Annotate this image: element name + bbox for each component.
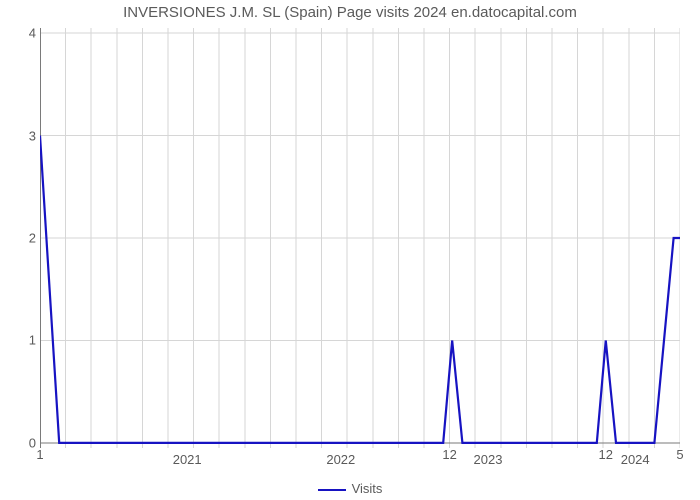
bottom-tick-label: 12 xyxy=(442,447,456,462)
y-tick-label: 0 xyxy=(29,435,36,450)
y-tick-label: 1 xyxy=(29,333,36,348)
chart-container: { "chart": { "type": "line", "title": "I… xyxy=(0,0,700,500)
x-tick-label: 2024 xyxy=(621,452,650,467)
bottom-tick-label: 12 xyxy=(599,447,613,462)
bottom-tick-label: 5 xyxy=(676,447,683,462)
legend-label: Visits xyxy=(352,481,383,496)
plot-area xyxy=(40,28,680,448)
y-tick-label: 3 xyxy=(29,128,36,143)
x-tick-label: 2022 xyxy=(326,452,355,467)
x-tick-label: 2023 xyxy=(474,452,503,467)
x-tick-label: 2021 xyxy=(173,452,202,467)
bottom-tick-label: 1 xyxy=(36,447,43,462)
y-tick-label: 2 xyxy=(29,231,36,246)
legend-swatch xyxy=(318,489,346,491)
chart-title: INVERSIONES J.M. SL (Spain) Page visits … xyxy=(0,4,700,21)
legend: Visits xyxy=(0,481,700,496)
plot-svg xyxy=(40,28,680,448)
y-tick-label: 4 xyxy=(29,26,36,41)
